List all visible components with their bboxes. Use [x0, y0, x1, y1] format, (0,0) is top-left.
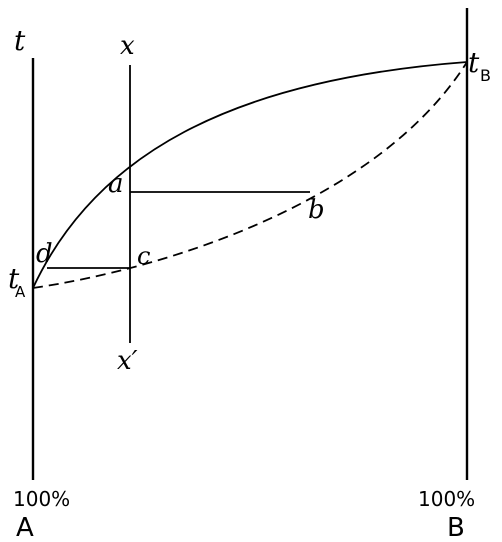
label-t-b-main: t [468, 46, 480, 79]
composition-label-x: x [120, 31, 135, 61]
composition-label-x-prime: x′ [117, 346, 138, 376]
point-label-a: a [108, 169, 124, 199]
label-t-b-subscript: B [480, 66, 491, 85]
solidus-curve [32, 61, 468, 289]
percent-label-left: 100% [13, 487, 70, 511]
point-label-c: c [137, 242, 150, 270]
label-t-a-main: t [8, 262, 20, 295]
label-t-a-subscript: A [15, 283, 26, 301]
temperature-label: t [14, 24, 26, 57]
label-t-a: t A [8, 262, 26, 301]
percent-label-right: 100% [418, 487, 475, 511]
point-label-d: d [36, 239, 53, 269]
component-label-a: A [16, 513, 34, 542]
point-label-b: b [308, 195, 325, 225]
liquidus-curve [32, 61, 468, 289]
label-t-b: t B [468, 46, 491, 85]
component-label-b: B [447, 513, 465, 542]
